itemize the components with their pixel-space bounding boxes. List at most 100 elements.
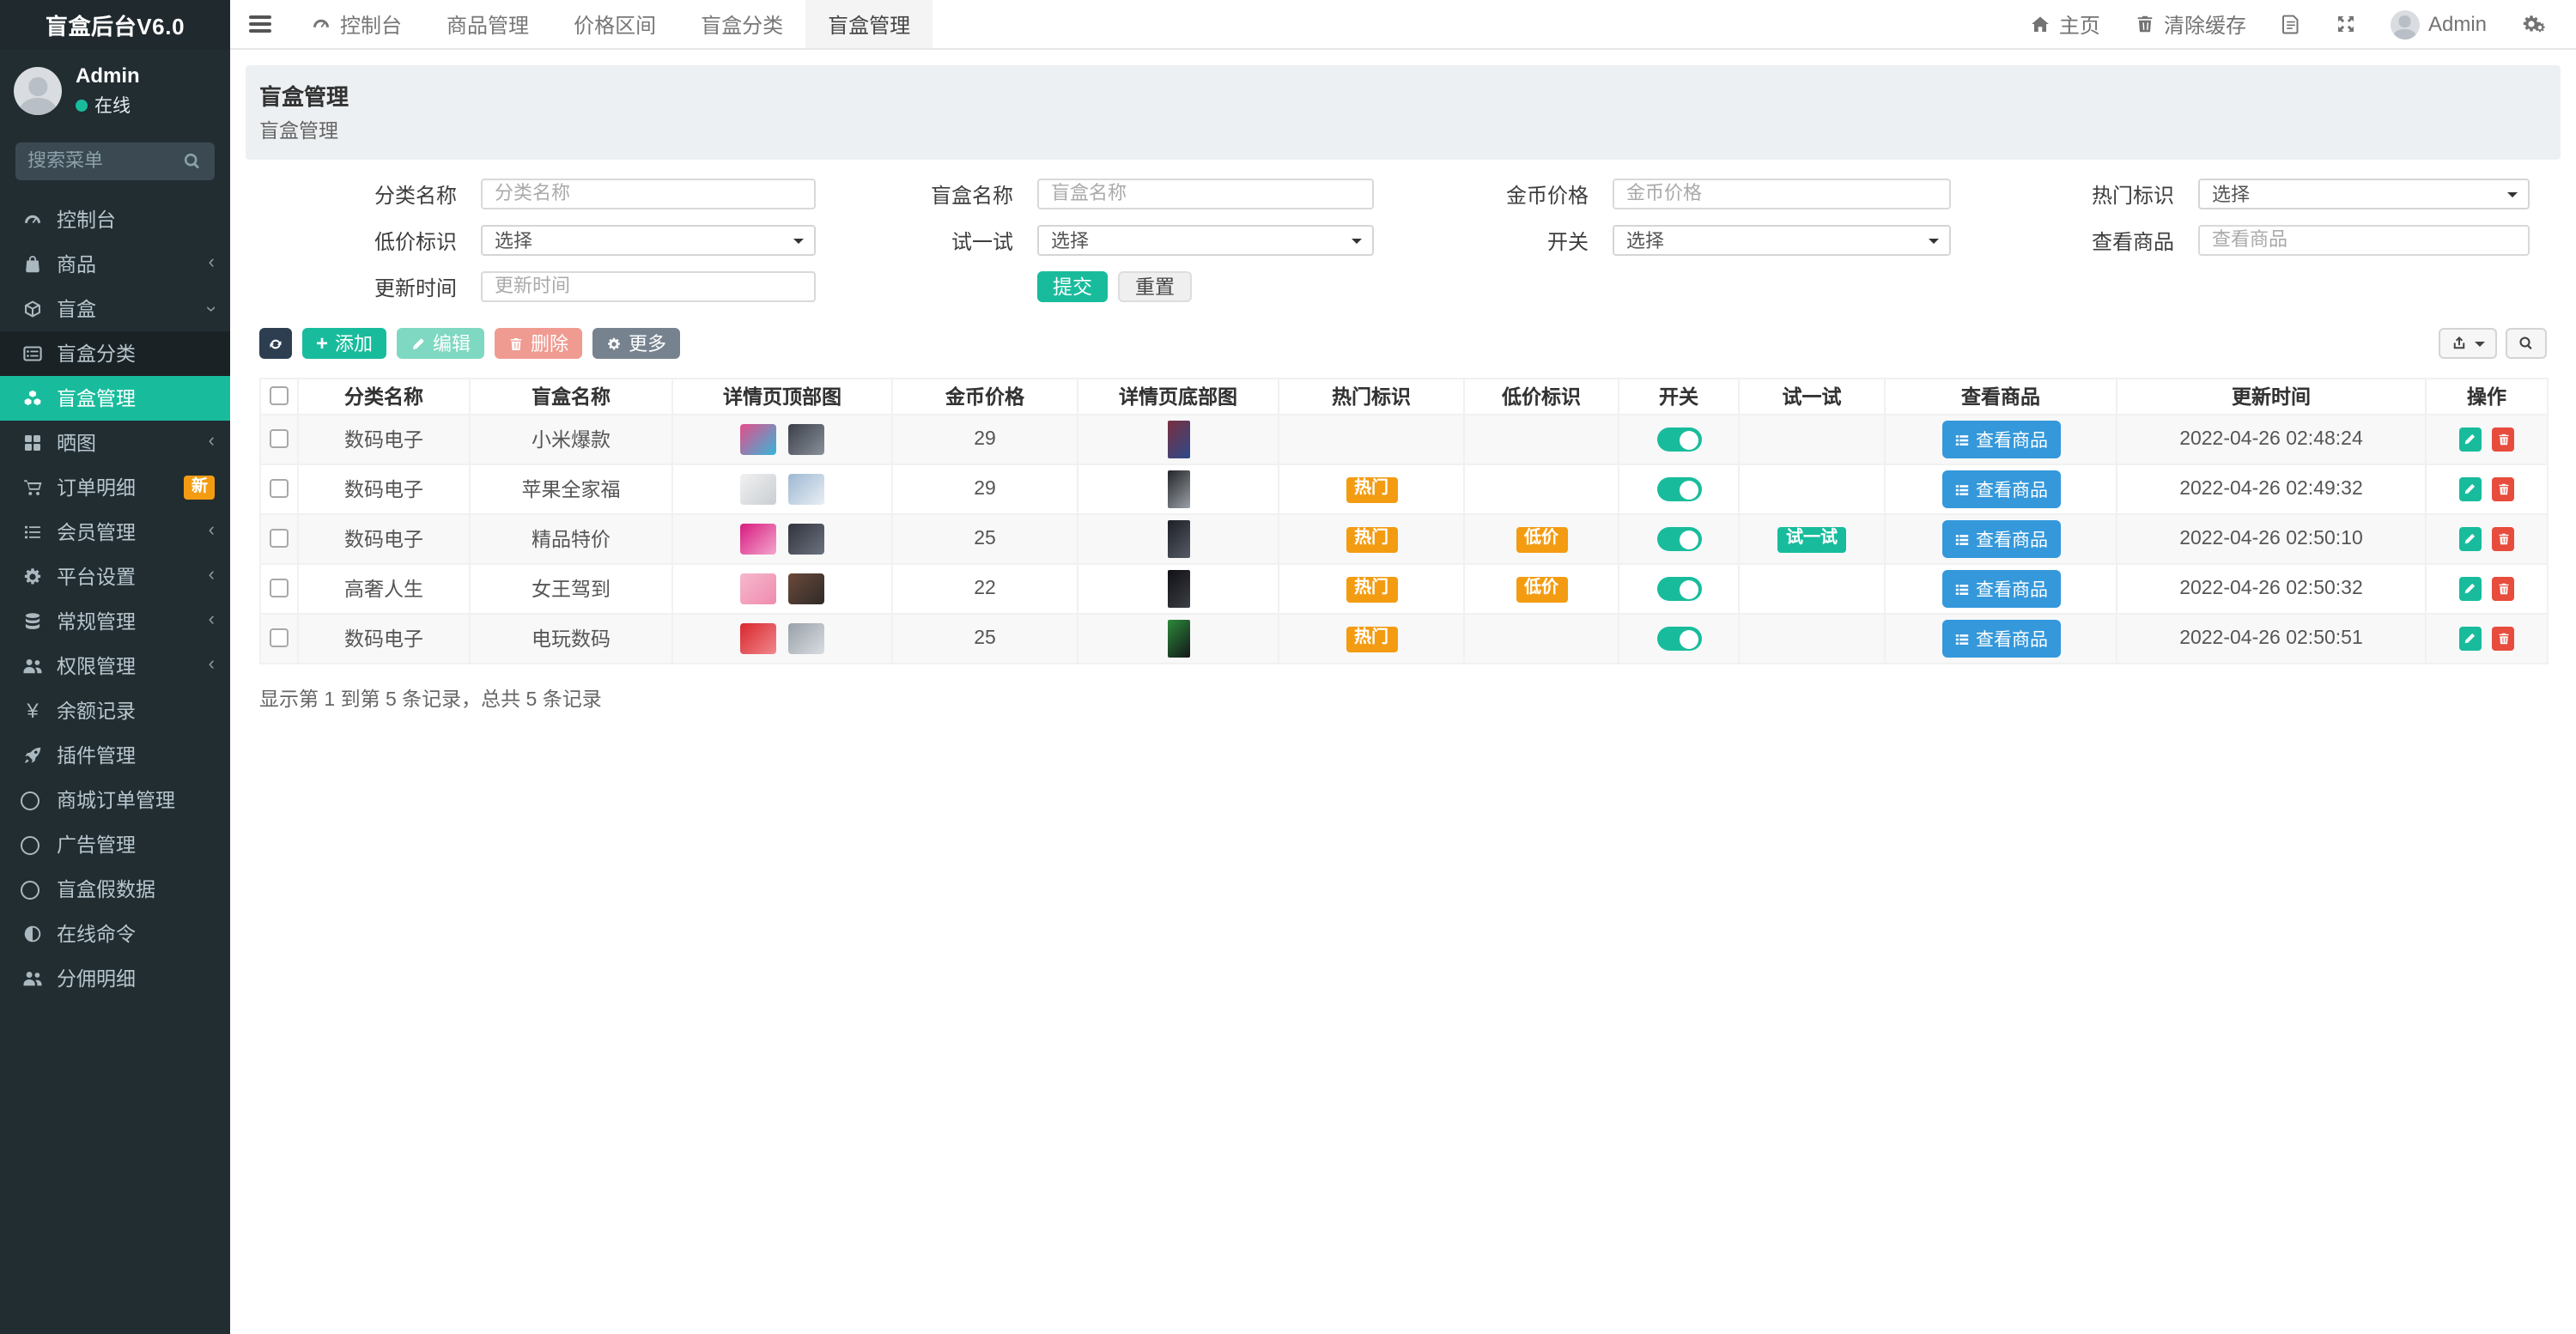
product-thumbnail[interactable] (788, 524, 825, 555)
product-thumbnail[interactable] (739, 573, 776, 604)
filter-select-3[interactable]: 选择 (2198, 179, 2530, 209)
nav-tab-3[interactable]: 盲盒分类 (678, 0, 805, 48)
nav-tab-2[interactable]: 价格区间 (551, 0, 678, 48)
product-thumbnail[interactable] (739, 424, 776, 455)
row-checkbox[interactable] (270, 529, 289, 549)
menu-toggle-icon[interactable] (230, 0, 289, 48)
view-goods-button[interactable]: 查看商品 (1941, 620, 2060, 658)
more-button[interactable]: 更多 (592, 328, 681, 359)
nav-tab-4[interactable]: 盲盒管理 (805, 0, 933, 48)
sidebar-search-input[interactable] (27, 151, 182, 172)
page-header: 盲盒管理 盲盒管理 (246, 65, 2561, 160)
hot-badge: 热门 (1346, 626, 1397, 652)
sidebar-item-3[interactable]: 盲盒分类 (0, 331, 230, 376)
switch-toggle[interactable] (1656, 477, 1701, 501)
sidebar-item-4[interactable]: 盲盒管理 (0, 376, 230, 421)
product-thumbnail[interactable] (739, 474, 776, 505)
switch-toggle[interactable] (1656, 527, 1701, 551)
row-delete-button[interactable] (2492, 577, 2515, 601)
sidebar-item-0[interactable]: 控制台 (0, 197, 230, 242)
clear-cache-link[interactable]: 清除缓存 (2117, 0, 2263, 48)
nav-tab-0[interactable]: 控制台 (289, 0, 424, 48)
search-toggle-button[interactable] (2506, 328, 2547, 359)
row-checkbox[interactable] (270, 479, 289, 499)
sidebar-item-14[interactable]: 广告管理 (0, 822, 230, 867)
sidebar-item-13[interactable]: 商城订单管理 (0, 778, 230, 822)
product-thumbnail[interactable] (788, 474, 825, 505)
sidebar-item-6[interactable]: 订单明细 新 (0, 465, 230, 510)
row-delete-button[interactable] (2492, 477, 2515, 501)
view-goods-button[interactable]: 查看商品 (1941, 520, 2060, 558)
row-checkbox[interactable] (270, 628, 289, 648)
sidebar-item-16[interactable]: 在线命令 (0, 912, 230, 956)
product-thumbnail[interactable] (1167, 520, 1189, 558)
reset-button[interactable]: 重置 (1118, 271, 1192, 302)
select-all-checkbox[interactable] (270, 386, 289, 406)
submit-button[interactable]: 提交 (1037, 271, 1108, 302)
actions-cell (2425, 613, 2549, 664)
online-dot-icon (76, 100, 88, 112)
switch-toggle[interactable] (1656, 427, 1701, 452)
sidebar-item-17[interactable]: 分佣明细 (0, 956, 230, 1001)
language-button[interactable] (2263, 0, 2318, 48)
product-thumbnail[interactable] (1167, 470, 1189, 508)
navbar-user-label: Admin (2427, 12, 2487, 36)
fullscreen-button[interactable] (2318, 0, 2373, 48)
delete-button[interactable]: 删除 (495, 328, 583, 359)
row-checkbox[interactable] (270, 429, 289, 449)
product-thumbnail[interactable] (788, 573, 825, 604)
sidebar-item-12[interactable]: 插件管理 (0, 733, 230, 778)
switch-cell (1618, 464, 1740, 515)
view-goods-button[interactable]: 查看商品 (1941, 570, 2060, 608)
sidebar-item-2[interactable]: 盲盒 ‹ (0, 287, 230, 331)
filter-field-4: 低价标识 选择 (259, 225, 816, 256)
product-thumbnail[interactable] (739, 623, 776, 654)
row-edit-button[interactable] (2458, 427, 2482, 452)
sidebar-item-7[interactable]: 会员管理 ‹ (0, 510, 230, 555)
sidebar-item-11[interactable]: ¥ 余额记录 (0, 688, 230, 733)
filter-input-0[interactable] (481, 179, 816, 209)
product-thumbnail[interactable] (1167, 421, 1189, 458)
sidebar-item-15[interactable]: 盲盒假数据 (0, 867, 230, 912)
product-thumbnail[interactable] (788, 623, 825, 654)
switch-toggle[interactable] (1656, 577, 1701, 601)
filter-input-8[interactable] (481, 271, 816, 302)
edit-button[interactable]: 编辑 (397, 328, 485, 359)
row-edit-button[interactable] (2458, 477, 2482, 501)
settings-button[interactable] (2504, 0, 2559, 48)
view-goods-button[interactable]: 查看商品 (1941, 470, 2060, 508)
select-value: 选择 (1626, 232, 1664, 252)
home-link[interactable]: 主页 (2013, 0, 2117, 48)
product-thumbnail[interactable] (1167, 570, 1189, 608)
row-checkbox[interactable] (270, 579, 289, 598)
row-delete-button[interactable] (2492, 527, 2515, 551)
filter-input-7[interactable] (2198, 225, 2530, 256)
row-edit-button[interactable] (2458, 527, 2482, 551)
sidebar-item-10[interactable]: 权限管理 ‹ (0, 644, 230, 688)
switch-toggle[interactable] (1656, 627, 1701, 651)
product-thumbnail[interactable] (1167, 620, 1189, 658)
sidebar-item-label: 插件管理 (57, 747, 136, 767)
row-edit-button[interactable] (2458, 627, 2482, 651)
row-edit-button[interactable] (2458, 577, 2482, 601)
sidebar-item-5[interactable]: 晒图 ‹ (0, 421, 230, 465)
chevron-down-icon: ‹ (201, 306, 222, 312)
product-thumbnail[interactable] (788, 424, 825, 455)
filter-input-1[interactable] (1037, 179, 1374, 209)
filter-select-5[interactable]: 选择 (1037, 225, 1374, 256)
nav-tab-1[interactable]: 商品管理 (424, 0, 551, 48)
sidebar-item-1[interactable]: 商品 ‹ (0, 242, 230, 287)
view-goods-button[interactable]: 查看商品 (1941, 421, 2060, 458)
user-menu[interactable]: Admin (2373, 0, 2504, 48)
row-delete-button[interactable] (2492, 427, 2515, 452)
row-delete-button[interactable] (2492, 627, 2515, 651)
sidebar-item-8[interactable]: 平台设置 ‹ (0, 555, 230, 599)
product-thumbnail[interactable] (739, 524, 776, 555)
filter-input-2[interactable] (1613, 179, 1951, 209)
add-button[interactable]: + 添加 (302, 328, 387, 359)
sidebar-item-9[interactable]: 常规管理 ‹ (0, 599, 230, 644)
filter-select-4[interactable]: 选择 (481, 225, 816, 256)
refresh-button[interactable] (259, 328, 292, 359)
filter-select-6[interactable]: 选择 (1613, 225, 1951, 256)
export-button[interactable] (2439, 328, 2497, 359)
